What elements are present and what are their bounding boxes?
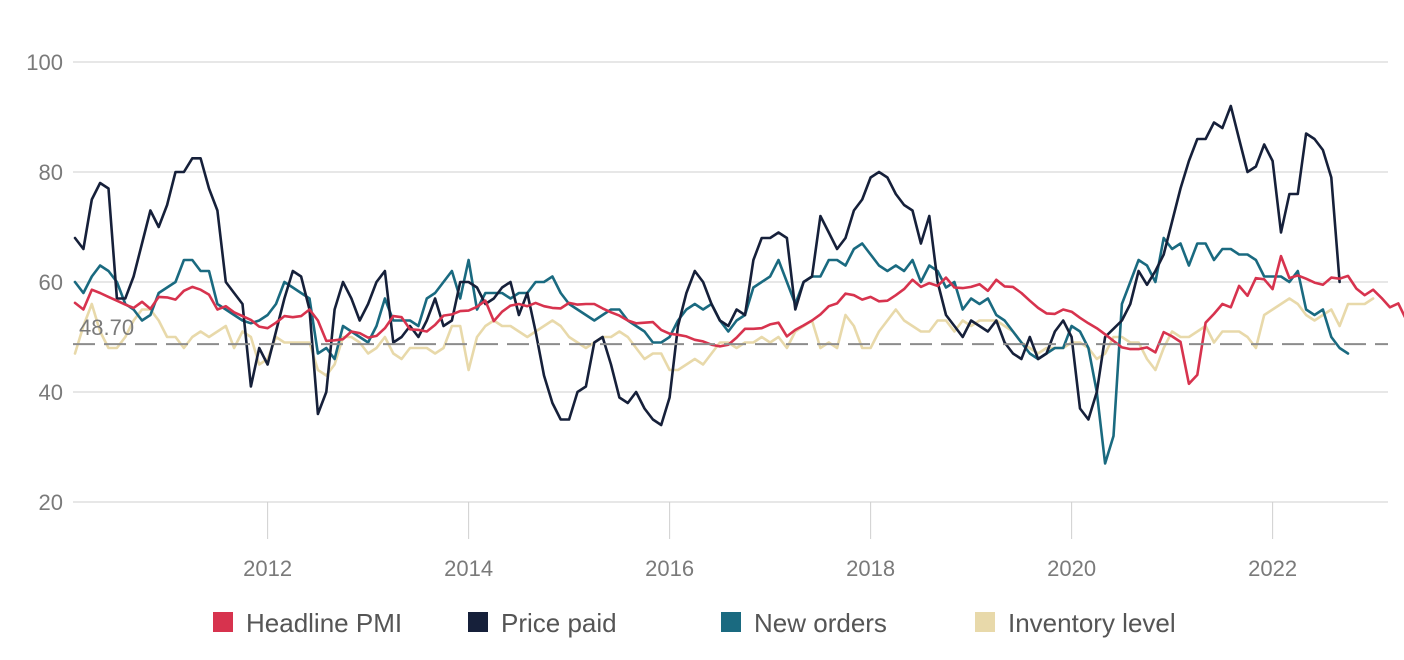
legend-swatch-inventory-level [975, 612, 995, 632]
legend-label-headline-pmi: Headline PMI [246, 608, 402, 638]
y-axis: 20 40 60 80 100 [26, 50, 63, 515]
series-line-inventory-level [73, 297, 1375, 377]
x-tick-label: 2018 [846, 556, 895, 581]
x-tick-label: 2022 [1248, 556, 1297, 581]
x-axis: 2012 2014 2016 2018 2020 2022 [243, 556, 1297, 581]
y-tick-label: 20 [39, 490, 63, 515]
series-line-price-paid [73, 104, 1341, 427]
legend-label-new-orders: New orders [754, 608, 887, 638]
reference-line-label: 48.70 [79, 315, 134, 340]
y-tick-label: 100 [26, 50, 63, 75]
x-tick-label: 2016 [645, 556, 694, 581]
legend-swatch-headline-pmi [213, 612, 233, 632]
reference-line-group: 48.70 [73, 315, 1388, 346]
legend: Headline PMI Price paid New orders Inventor… [213, 608, 1176, 638]
y-tick-label: 60 [39, 270, 63, 295]
legend-swatch-price-paid [468, 612, 488, 632]
x-tick-label: 2020 [1047, 556, 1096, 581]
series-lines [73, 104, 1404, 465]
x-tick-label: 2014 [444, 556, 493, 581]
legend-swatch-new-orders [721, 612, 741, 632]
y-tick-label: 80 [39, 160, 63, 185]
y-tick-label: 40 [39, 380, 63, 405]
legend-label-inventory-level: Inventory level [1008, 608, 1176, 638]
gridlines [73, 61, 1388, 539]
series-line-headline-pmi [73, 254, 1404, 386]
legend-label-price-paid: Price paid [501, 608, 617, 638]
x-tick-label: 2012 [243, 556, 292, 581]
